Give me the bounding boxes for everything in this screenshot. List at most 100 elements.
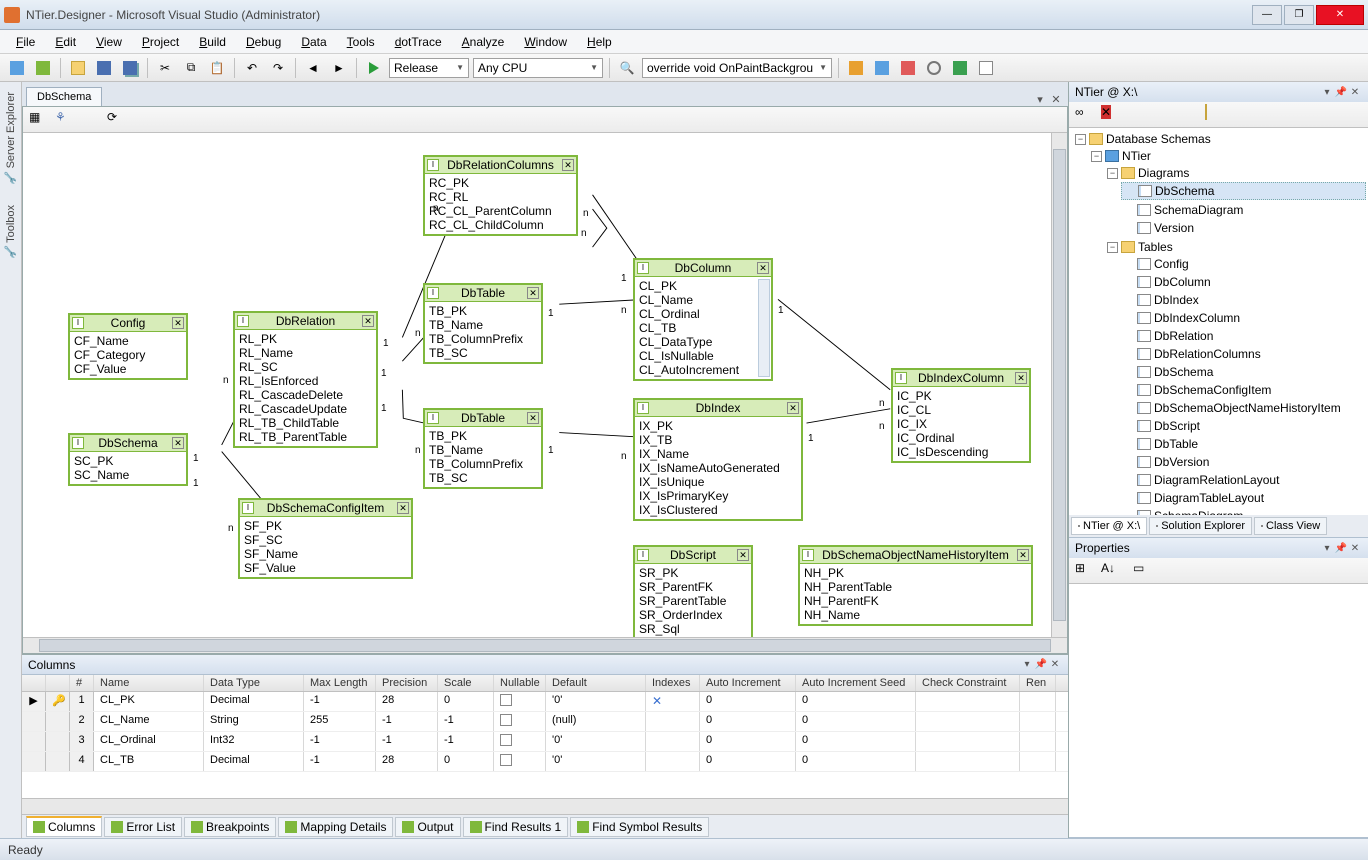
col-header[interactable]: Auto Increment Seed — [796, 675, 916, 691]
tree-node[interactable]: DbColumn — [1121, 274, 1366, 290]
menu-dottrace[interactable]: dotTrace — [387, 33, 450, 51]
col-header[interactable]: Indexes — [646, 675, 700, 691]
copy-button[interactable]: ⧉ — [180, 57, 202, 79]
entity-dbtable1[interactable]: IDbTable✕TB_PKTB_NameTB_ColumnPrefixTB_S… — [423, 283, 543, 364]
cut-button[interactable]: ✂ — [154, 57, 176, 79]
tree-node[interactable]: DbSchemaObjectNameHistoryItem — [1121, 400, 1366, 416]
nav-back-button[interactable]: ◄ — [302, 57, 324, 79]
entity-dbindexcolumn[interactable]: IDbIndexColumn✕IC_PKIC_CLIC_IXIC_Ordinal… — [891, 368, 1031, 463]
menu-project[interactable]: Project — [134, 33, 187, 51]
tree-node[interactable]: SchemaDiagram — [1121, 202, 1366, 218]
col-header[interactable]: Auto Increment — [700, 675, 796, 691]
table-row[interactable]: ▶🔑1CL_PKDecimal-1280'0'✕00 — [22, 692, 1068, 712]
props-alpha-button[interactable]: A↓ — [1101, 561, 1121, 581]
tree-node[interactable]: −Database Schemas — [1073, 131, 1366, 147]
entity-dbrelation[interactable]: IDbRelation✕RL_PKRL_NameRL_SCRL_IsEnforc… — [233, 311, 378, 448]
col-header[interactable]: Check Constraint — [916, 675, 1020, 691]
table-row[interactable]: 2CL_NameString255-1-1(null)00 — [22, 712, 1068, 732]
menu-build[interactable]: Build — [191, 33, 234, 51]
entity-close-icon[interactable]: ✕ — [1017, 549, 1029, 561]
canvas-vscroll[interactable] — [1051, 133, 1067, 637]
maximize-button[interactable]: ❐ — [1284, 5, 1314, 25]
props-categorized-button[interactable]: ⊞ — [1075, 561, 1095, 581]
menu-debug[interactable]: Debug — [238, 33, 289, 51]
entity-close-icon[interactable]: ✕ — [562, 159, 574, 171]
right-tab-class-view[interactable]: Class View — [1254, 517, 1327, 535]
tree-node[interactable]: −Tables — [1105, 239, 1366, 255]
tool-btn-1[interactable] — [845, 57, 867, 79]
entity-dbcolumn[interactable]: IDbColumn✕CL_PKCL_NameCL_OrdinalCL_TBCL_… — [633, 258, 773, 381]
search-combo[interactable]: override void OnPaintBackgrou▼ — [642, 58, 832, 78]
props-pages-button[interactable]: ▭ — [1133, 561, 1153, 581]
entity-dbschemaconfigitem[interactable]: IDbSchemaConfigItem✕SF_PKSF_SCSF_NameSF_… — [238, 498, 413, 579]
col-header[interactable]: Name — [94, 675, 204, 691]
tree-node[interactable]: DbScript — [1121, 418, 1366, 434]
table-row[interactable]: 3CL_OrdinalInt32-1-1-1'0'00 — [22, 732, 1068, 752]
tool-btn-2[interactable] — [871, 57, 893, 79]
config-combo[interactable]: Release▼ — [389, 58, 469, 78]
tree-node[interactable]: DbRelationColumns — [1121, 346, 1366, 362]
menu-data[interactable]: Data — [293, 33, 334, 51]
entity-close-icon[interactable]: ✕ — [757, 262, 769, 274]
tree-node[interactable]: −NTier — [1089, 148, 1366, 164]
tool-btn-4[interactable] — [923, 57, 945, 79]
entity-dbindex[interactable]: IDbIndex✕IX_PKIX_TBIX_NameIX_IsNameAutoG… — [633, 398, 803, 521]
tree-node[interactable]: DbRelation — [1121, 328, 1366, 344]
menu-file[interactable]: File — [8, 33, 43, 51]
right-tab-solution-explorer[interactable]: Solution Explorer — [1149, 517, 1252, 535]
start-button[interactable] — [363, 57, 385, 79]
entity-close-icon[interactable]: ✕ — [172, 437, 184, 449]
panel-tab-columns[interactable]: Columns — [26, 816, 102, 837]
tree-node[interactable]: DiagramTableLayout — [1121, 490, 1366, 506]
entity-dbschemaobjectnamehistoryitem[interactable]: IDbSchemaObjectNameHistoryItem✕NH_PKNH_P… — [798, 545, 1033, 626]
ntier-delete-button[interactable]: ✕ — [1101, 105, 1121, 125]
open-button[interactable] — [67, 57, 89, 79]
ntier-tool-1[interactable] — [1127, 105, 1147, 125]
entity-config[interactable]: IConfig✕CF_NameCF_CategoryCF_Value — [68, 313, 188, 380]
ntier-home-button[interactable]: ∞ — [1075, 105, 1095, 125]
entity-close-icon[interactable]: ✕ — [362, 315, 374, 327]
save-diagram-button[interactable] — [81, 110, 101, 130]
close-button[interactable]: ✕ — [1316, 5, 1364, 25]
tree-node[interactable]: DbIndexColumn — [1121, 310, 1366, 326]
panel-tab-find-symbol-results[interactable]: Find Symbol Results — [570, 817, 709, 837]
col-header[interactable]: Max Length — [304, 675, 376, 691]
tool-btn-5[interactable] — [949, 57, 971, 79]
panel-tab-breakpoints[interactable]: Breakpoints — [184, 817, 276, 837]
diagram-canvas[interactable]: IConfig✕CF_NameCF_CategoryCF_Value IDbSch… — [23, 133, 1067, 637]
props-pin-button[interactable]: 📌 — [1334, 543, 1348, 554]
tab-dropdown-button[interactable]: ▾ — [1032, 93, 1048, 106]
col-header[interactable] — [22, 675, 46, 691]
schema-tree[interactable]: −Database Schemas−NTier−Diagrams DbSchema… — [1069, 128, 1368, 515]
menu-window[interactable]: Window — [516, 33, 575, 51]
panel-tab-error-list[interactable]: Error List — [104, 817, 182, 837]
refresh-button[interactable]: ⟳ — [107, 110, 127, 130]
ntier-close-button[interactable]: ✕ — [1348, 87, 1362, 98]
diagram-view-button[interactable]: ⚘ — [55, 110, 75, 130]
menu-help[interactable]: Help — [579, 33, 620, 51]
grid-view-button[interactable]: ▦ — [29, 110, 49, 130]
columns-grid[interactable]: #NameData TypeMax LengthPrecisionScaleNu… — [22, 675, 1068, 798]
col-header[interactable]: Scale — [438, 675, 494, 691]
platform-combo[interactable]: Any CPU▼ — [473, 58, 603, 78]
menu-edit[interactable]: Edit — [47, 33, 84, 51]
add-item-button[interactable] — [32, 57, 54, 79]
tool-btn-6[interactable] — [975, 57, 997, 79]
nav-fwd-button[interactable]: ► — [328, 57, 350, 79]
tree-node[interactable]: DbSchemaConfigItem — [1121, 382, 1366, 398]
minimize-button[interactable]: — — [1252, 5, 1282, 25]
entity-close-icon[interactable]: ✕ — [787, 402, 799, 414]
save-button[interactable] — [93, 57, 115, 79]
tool-btn-3[interactable] — [897, 57, 919, 79]
tree-node[interactable]: DiagramRelationLayout — [1121, 472, 1366, 488]
tree-node[interactable]: −Diagrams — [1105, 165, 1366, 181]
doc-tab-dbschema[interactable]: DbSchema — [26, 87, 102, 106]
redo-button[interactable]: ↷ — [267, 57, 289, 79]
panel-pin-button[interactable]: 📌 — [1034, 659, 1048, 670]
properties-grid[interactable] — [1069, 584, 1368, 837]
col-header[interactable]: Ren — [1020, 675, 1056, 691]
col-header[interactable]: Precision — [376, 675, 438, 691]
tab-close-button[interactable]: ✕ — [1048, 93, 1064, 106]
menu-tools[interactable]: Tools — [339, 33, 383, 51]
tree-node[interactable]: DbTable — [1121, 436, 1366, 452]
